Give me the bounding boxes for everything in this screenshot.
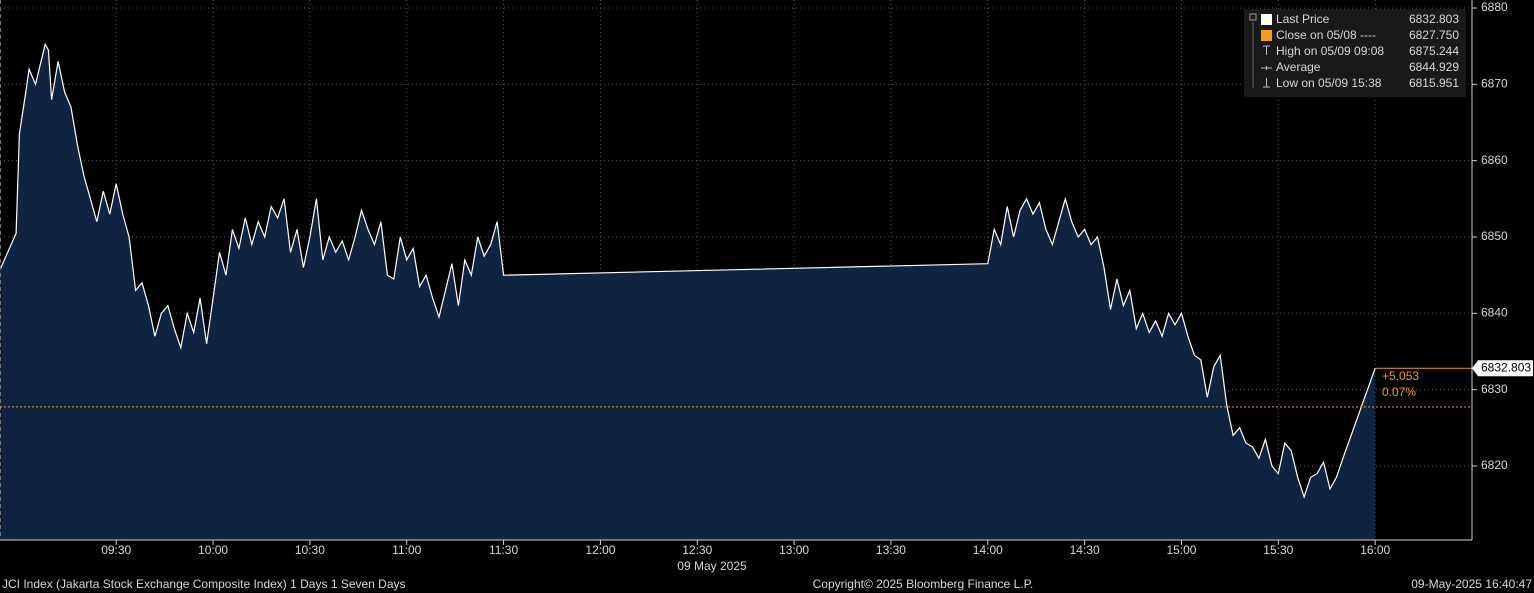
- legend-icon: [1263, 78, 1270, 88]
- x-tick-label: 15:30: [1263, 543, 1293, 557]
- y-tick-label: 6860: [1481, 153, 1508, 167]
- footer-bar: [0, 576, 1534, 593]
- x-tick-label: 16:00: [1360, 543, 1390, 557]
- x-tick-label: 12:00: [585, 543, 615, 557]
- change-label: 0.07%: [1382, 385, 1416, 399]
- x-tick-label: 10:00: [198, 543, 228, 557]
- area-fill: [0, 44, 1376, 541]
- y-tick-label: 6880: [1481, 0, 1508, 14]
- legend-name: Last Price: [1276, 12, 1330, 26]
- x-tick-label: 15:00: [1166, 543, 1196, 557]
- x-tick-label: 14:00: [973, 543, 1003, 557]
- legend-value: 6844.929: [1409, 60, 1459, 74]
- legend-value: 6832.803: [1409, 12, 1459, 26]
- legend-name: Low on 05/09 15:38: [1276, 76, 1382, 90]
- legend-swatch: [1261, 30, 1272, 41]
- legend-swatch: [1261, 14, 1272, 25]
- x-tick-label: 09:30: [101, 543, 131, 557]
- footer-center: Copyright© 2025 Bloomberg Finance L.P.: [813, 577, 1034, 591]
- y-tick-label: 6830: [1481, 382, 1508, 396]
- legend-value: 6875.244: [1409, 44, 1459, 58]
- y-tick-label: 6820: [1481, 458, 1508, 472]
- y-tick-label: 6850: [1481, 229, 1508, 243]
- change-label: +5.053: [1382, 369, 1419, 383]
- legend-icon: [1261, 66, 1272, 70]
- legend-name: High on 05/09 09:08: [1276, 44, 1384, 58]
- x-tick-label: 11:30: [489, 543, 518, 557]
- legend-value: 6815.951: [1409, 76, 1459, 90]
- footer-right: 09-May-2025 16:40:47: [1411, 577, 1532, 591]
- last-price-tag: [1472, 360, 1533, 377]
- x-tick-label: 10:30: [295, 543, 325, 557]
- legend-value: 6827.750: [1409, 28, 1459, 42]
- legend: Last Price 6832.803 Close on 05/08 ---- 682…: [1244, 9, 1466, 97]
- x-date-label: 09 May 2025: [677, 559, 747, 573]
- y-tick-label: 6870: [1481, 77, 1508, 91]
- price-line: [0, 42, 1376, 499]
- legend-icon: [1263, 45, 1270, 55]
- plot-area: [0, 0, 1472, 541]
- legend-name: Average: [1276, 60, 1321, 74]
- last-price-label: 6832.803: [1481, 360, 1531, 374]
- y-tick-label: 6840: [1481, 305, 1508, 319]
- legend-name: Close on 05/08 ----: [1276, 28, 1376, 42]
- legend-toggle[interactable]: [1249, 13, 1257, 21]
- x-tick-label: 13:00: [779, 543, 809, 557]
- x-tick-label: 14:30: [1070, 543, 1100, 557]
- x-tick-label: 13:30: [876, 543, 906, 557]
- footer-left: JCI Index (Jakarta Stock Exchange Compos…: [2, 577, 406, 591]
- x-tick-label: 12:30: [682, 543, 712, 557]
- x-tick-label: 11:00: [392, 543, 421, 557]
- legend-box: [1244, 9, 1466, 97]
